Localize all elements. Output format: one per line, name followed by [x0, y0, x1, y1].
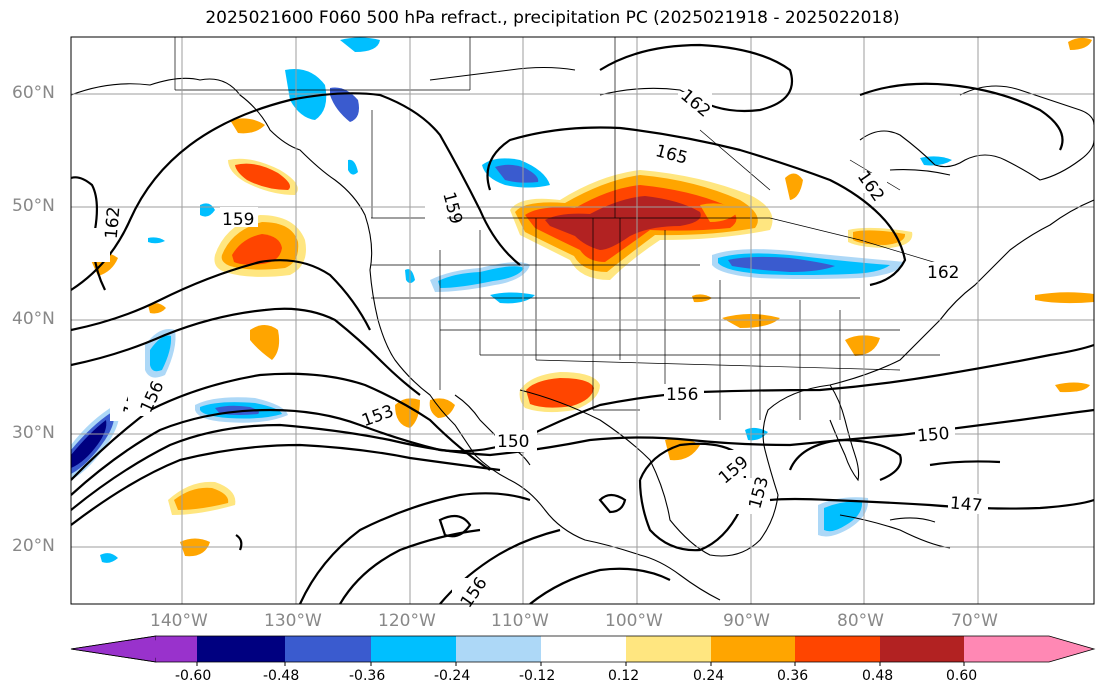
- lon-label: 140°W: [150, 611, 208, 631]
- colorbar-swatch: [456, 636, 541, 662]
- contour-label: 159: [222, 210, 254, 230]
- lon-label: 110°W: [491, 611, 549, 631]
- colorbar-tick-label: -0.60: [175, 668, 212, 684]
- colorbar-swatch: [964, 636, 1049, 662]
- contour-label: 150: [916, 424, 950, 447]
- lon-label: 100°W: [605, 611, 663, 631]
- contour-label: 147: [949, 493, 983, 516]
- colorbar-swatch: [71, 636, 197, 662]
- lon-label: 90°W: [723, 611, 770, 631]
- colorbar-swatch: [541, 636, 626, 662]
- lat-label: 30°N: [12, 423, 55, 443]
- lon-label: 120°W: [378, 611, 436, 631]
- contour-label: 150: [497, 432, 529, 452]
- colorbar-tick-label: -0.48: [263, 668, 300, 684]
- colorbar-tick-label: 0.12: [608, 668, 640, 684]
- precip-positive-shading: [90, 37, 1094, 557]
- colorbar-swatch: [626, 636, 711, 662]
- colorbar-swatch: [880, 636, 964, 662]
- colorbar-outline: [70, 635, 1096, 663]
- colorbar-tick-label: 0.48: [862, 668, 894, 684]
- contour-label: 162: [102, 206, 125, 240]
- colorbar-swatch: [371, 636, 456, 662]
- colorbar-swatch: [795, 636, 880, 662]
- lon-label: 130°W: [264, 611, 322, 631]
- lat-label: 40°N: [12, 309, 55, 329]
- plot-frame: [70, 36, 1095, 605]
- lat-label: 60°N: [12, 83, 55, 103]
- colorbar-tick-label: -0.12: [519, 668, 556, 684]
- lon-label: 70°W: [951, 611, 998, 631]
- precip-negative-shading: [71, 37, 952, 563]
- colorbar: [70, 635, 1096, 666]
- colorbar-swatch: [285, 636, 371, 662]
- lat-label: 20°N: [12, 536, 55, 556]
- contour-label: 162: [927, 263, 959, 283]
- colorbar-tick-label: 0.24: [693, 668, 725, 684]
- colorbar-swatch: [711, 636, 795, 662]
- lat-label: 50°N: [12, 196, 55, 216]
- map-title: 2025021600 F060 500 hPa refract., precip…: [205, 8, 900, 28]
- contour-label: 156: [666, 385, 698, 405]
- colorbar-tick-label: 0.60: [946, 668, 978, 684]
- colorbar-tick-label: -0.24: [434, 668, 471, 684]
- colorbar-tick-label: -0.36: [349, 668, 386, 684]
- lon-label: 80°W: [837, 611, 884, 631]
- colorbar-tick-label: 0.36: [777, 668, 809, 684]
- colorbar-swatch: [197, 636, 285, 662]
